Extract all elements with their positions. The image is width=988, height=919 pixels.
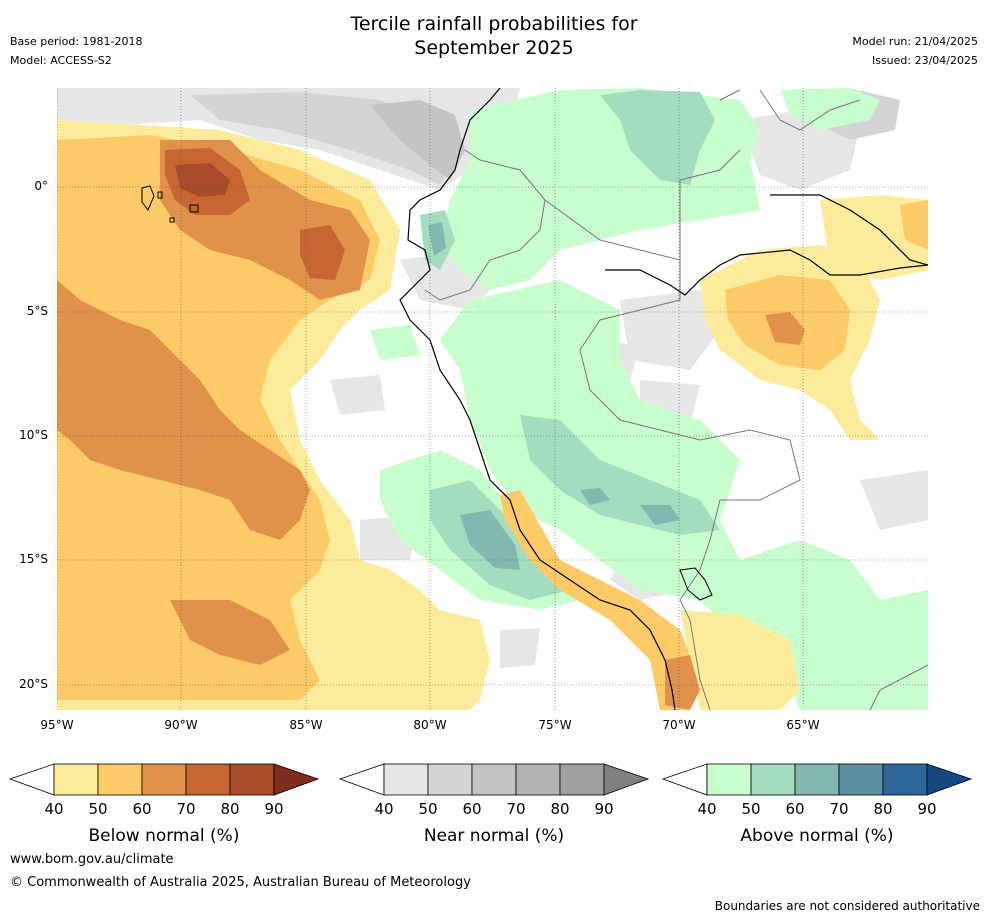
near-tick-60: 60 bbox=[462, 800, 482, 818]
lon-label-75w: 75°W bbox=[538, 718, 572, 732]
above-normal-region bbox=[580, 488, 610, 505]
above-tick-40: 40 bbox=[697, 800, 717, 818]
below-normal-region bbox=[300, 225, 345, 280]
base-period: Base period: 1981-2018 bbox=[10, 35, 143, 48]
below-normal-region bbox=[900, 200, 928, 250]
footer-note: Boundaries are not considered authoritat… bbox=[714, 899, 980, 913]
near-tick-70: 70 bbox=[506, 800, 526, 818]
near-tick-40: 40 bbox=[374, 800, 394, 818]
near-normal-region bbox=[370, 100, 465, 180]
below-normal-region bbox=[680, 610, 800, 710]
above-tick-90: 90 bbox=[917, 800, 937, 818]
title-line-1: Tercile rainfall probabilities for bbox=[350, 13, 638, 35]
above-tick-50: 50 bbox=[741, 800, 761, 818]
below-normal-region bbox=[765, 312, 805, 345]
above-normal-region bbox=[370, 325, 420, 360]
below-normal-region bbox=[665, 655, 700, 710]
near-normal-region bbox=[330, 375, 385, 415]
lon-label-85w: 85°W bbox=[289, 718, 323, 732]
below-tick-40: 40 bbox=[44, 800, 64, 818]
above-normal-region bbox=[600, 90, 715, 185]
above-normal-region bbox=[460, 510, 520, 570]
map-field bbox=[57, 88, 928, 710]
above-normal-region bbox=[428, 222, 446, 256]
model-run: Model run: 21/04/2025 bbox=[852, 35, 978, 48]
above-tick-70: 70 bbox=[829, 800, 849, 818]
lat-label-5s: 5°S bbox=[26, 304, 48, 318]
lon-label-90w: 90°W bbox=[164, 718, 198, 732]
meta-left: Base period: 1981-2018 Model: ACCESS-S2 bbox=[10, 32, 142, 70]
lat-label-0: 0° bbox=[34, 179, 48, 193]
below-tick-70: 70 bbox=[176, 800, 196, 818]
map-title: Tercile rainfall probabilities for Septe… bbox=[0, 12, 988, 60]
title-line-2: September 2025 bbox=[414, 37, 574, 59]
lon-label-80w: 80°W bbox=[413, 718, 447, 732]
lon-label-70w: 70°W bbox=[662, 718, 696, 732]
below-tick-50: 50 bbox=[88, 800, 108, 818]
below-normal-region bbox=[820, 195, 928, 280]
lon-label-95w: 95°W bbox=[40, 718, 74, 732]
near-tick-80: 80 bbox=[550, 800, 570, 818]
below-normal-title: Below normal (%) bbox=[88, 826, 240, 846]
lat-label-10s: 10°S bbox=[19, 428, 48, 442]
near-normal-region bbox=[500, 628, 540, 668]
issued-date: Issued: 23/04/2025 bbox=[871, 54, 978, 67]
below-tick-60: 60 bbox=[132, 800, 152, 818]
galapagos-islands bbox=[141, 185, 199, 223]
graticule bbox=[57, 88, 928, 710]
country-boundaries bbox=[424, 89, 928, 710]
below-tick-90: 90 bbox=[264, 800, 284, 818]
meta-right: Model run: 21/04/2025 Issued: 23/04/2025 bbox=[852, 32, 978, 70]
below-normal-colorbar bbox=[8, 763, 320, 796]
footer-url[interactable]: www.bom.gov.au/climate bbox=[10, 852, 174, 867]
above-normal-region bbox=[640, 505, 680, 525]
near-normal-colorbar bbox=[338, 763, 650, 796]
above-tick-80: 80 bbox=[873, 800, 893, 818]
below-normal-region bbox=[57, 280, 310, 540]
below-normal-region bbox=[170, 600, 290, 665]
above-normal-colorbar bbox=[661, 763, 973, 796]
above-tick-60: 60 bbox=[785, 800, 805, 818]
near-normal-title: Near normal (%) bbox=[423, 826, 565, 846]
footer-copyright: © Commonwealth of Australia 2025, Austra… bbox=[10, 875, 471, 890]
below-normal-region bbox=[175, 163, 230, 197]
above-normal-title: Above normal (%) bbox=[740, 826, 894, 846]
model-name: Model: ACCESS-S2 bbox=[10, 54, 112, 67]
lat-label-20s: 20°S bbox=[19, 677, 48, 691]
coastline bbox=[399, 88, 928, 710]
near-tick-90: 90 bbox=[594, 800, 614, 818]
above-normal-region bbox=[780, 88, 880, 130]
lon-label-65w: 65°W bbox=[786, 718, 820, 732]
near-normal-region bbox=[860, 470, 928, 530]
near-normal-region bbox=[620, 290, 720, 370]
lat-label-15s: 15°S bbox=[19, 552, 48, 566]
below-tick-80: 80 bbox=[220, 800, 240, 818]
lake-titicaca bbox=[679, 567, 713, 601]
near-tick-50: 50 bbox=[418, 800, 438, 818]
